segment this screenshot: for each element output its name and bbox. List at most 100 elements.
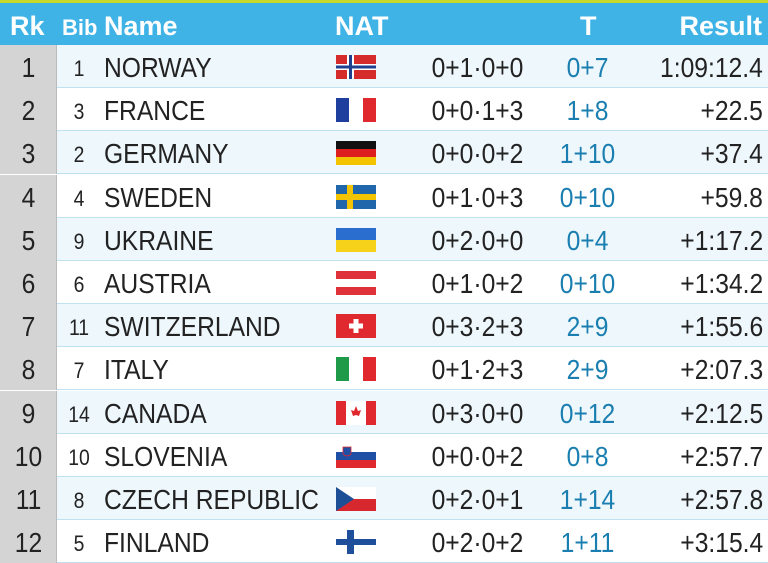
result-row: 10 10 SLOVENIA 0+0·0+2 0+8 +2:57.7 xyxy=(0,433,768,477)
result: +22.5 xyxy=(700,95,763,127)
bib: 11 xyxy=(68,315,90,341)
bib: 2 xyxy=(73,142,85,168)
nation-name: NORWAY xyxy=(104,52,212,83)
flag xyxy=(336,271,376,295)
result: +2:57.8 xyxy=(680,484,763,515)
bib: 10 xyxy=(68,444,90,470)
rank: 5 xyxy=(21,224,36,256)
result-row: 8 7 ITALY 0+1·2+3 2+9 +2:07.3 xyxy=(0,347,768,391)
result-row: 9 14 CANADA 0+3·0+0 0+12 +2:12.5 xyxy=(0,390,768,434)
rank: 10 xyxy=(14,440,43,472)
result-row: 11 8 CZECH REPUBLIC 0+2·0+1 1+14 +2:57.8 xyxy=(0,477,768,520)
result: +1:55.6 xyxy=(680,311,763,343)
header-nat: NAT xyxy=(335,11,389,41)
flag xyxy=(336,184,376,209)
time-penalty: 0+10 xyxy=(559,181,616,213)
result-row: 2 3 FRANCE 0+0·1+3 1+8 +22.5 xyxy=(0,88,768,132)
top-accent xyxy=(0,0,768,3)
rank: 7 xyxy=(21,311,36,343)
shooting: 0+0·1+3 xyxy=(431,95,524,127)
result: +1:34.2 xyxy=(680,268,763,299)
header-row: Rk Bib Name NAT T Result xyxy=(0,3,768,45)
result-row: 4 4 SWEDEN 0+1·0+3 0+10 +59.8 xyxy=(0,174,768,218)
bib: 6 xyxy=(73,272,85,297)
nation-name: FINLAND xyxy=(104,527,210,559)
nation-name: FRANCE xyxy=(104,95,206,127)
header-bib: Bib xyxy=(62,15,98,40)
rank-bg xyxy=(0,347,57,391)
flag xyxy=(336,487,376,511)
rank-bg xyxy=(0,261,57,304)
nation-name: UKRAINE xyxy=(104,224,214,256)
bib: 14 xyxy=(68,401,90,427)
result: +2:57.7 xyxy=(680,440,763,472)
rank: 4 xyxy=(21,181,36,213)
shooting: 0+0·0+2 xyxy=(431,138,524,170)
flag xyxy=(336,400,376,425)
time-penalty: 0+4 xyxy=(566,224,609,256)
result: +59.8 xyxy=(700,181,763,213)
rank: 1 xyxy=(21,52,36,83)
result: +37.4 xyxy=(700,138,763,170)
flag xyxy=(336,98,376,123)
rank-bg xyxy=(0,217,57,261)
flag xyxy=(336,141,376,166)
flag xyxy=(336,443,376,468)
shooting: 0+1·2+3 xyxy=(431,354,524,386)
flag xyxy=(336,55,376,79)
flag xyxy=(336,314,376,339)
result-row: 3 2 GERMANY 0+0·0+2 1+10 +37.4 xyxy=(0,131,768,175)
time-penalty: 2+9 xyxy=(566,354,609,386)
bib: 1 xyxy=(73,56,85,81)
result: +2:12.5 xyxy=(680,397,763,429)
result-row: 12 5 FINLAND 0+2·0+2 1+11 +3:15.4 xyxy=(0,520,768,563)
shooting: 0+1·0+2 xyxy=(431,268,524,299)
nation-name: AUSTRIA xyxy=(104,268,211,299)
flag xyxy=(336,357,376,382)
bib: 5 xyxy=(73,531,85,557)
result: +3:15.4 xyxy=(680,527,763,559)
bib: 9 xyxy=(73,228,85,254)
result-row: 5 9 UKRAINE 0+2·0+0 0+4 +1:17.2 xyxy=(0,217,768,261)
time-penalty: 1+10 xyxy=(559,138,616,170)
shooting: 0+3·0+0 xyxy=(431,397,524,429)
rank-bg xyxy=(0,131,57,175)
time-penalty: 0+7 xyxy=(566,52,609,83)
rank: 8 xyxy=(21,354,36,386)
time-penalty: 2+9 xyxy=(566,311,609,343)
nation-name: SWEDEN xyxy=(104,181,213,213)
result: +1:17.2 xyxy=(680,224,763,256)
result: +2:07.3 xyxy=(680,354,763,386)
nation-name: SLOVENIA xyxy=(104,440,228,472)
rank-bg xyxy=(0,477,57,520)
bib: 7 xyxy=(73,358,85,384)
header-name: Name xyxy=(104,11,178,41)
header-result: Result xyxy=(679,11,762,41)
rank: 9 xyxy=(21,397,36,429)
shooting: 0+2·0+1 xyxy=(431,484,524,515)
shooting: 0+2·0+0 xyxy=(431,224,524,256)
bib: 8 xyxy=(73,488,85,513)
shooting: 0+2·0+2 xyxy=(431,527,524,559)
nation-name: CANADA xyxy=(104,397,207,429)
nation-name: CZECH REPUBLIC xyxy=(104,484,319,515)
time-penalty: 0+8 xyxy=(566,440,609,472)
flag xyxy=(336,227,376,252)
time-penalty: 1+14 xyxy=(559,484,616,515)
rank: 12 xyxy=(14,527,43,559)
rank-bg xyxy=(0,520,57,563)
nation-name: ITALY xyxy=(104,354,169,386)
shooting: 0+1·0+0 xyxy=(431,52,524,83)
result-row: 1 1 NORWAY 0+1·0+0 0+7 1:09:12.4 xyxy=(0,45,768,88)
shooting: 0+0·0+2 xyxy=(431,440,524,472)
result: 1:09:12.4 xyxy=(660,52,763,83)
time-penalty: 0+12 xyxy=(559,397,616,429)
time-penalty: 1+8 xyxy=(566,95,609,127)
result-row: 7 11 SWITZERLAND 0+3·2+3 2+9 +1:55.6 xyxy=(0,304,768,348)
time-penalty: 0+10 xyxy=(559,268,616,299)
shooting: 0+1·0+3 xyxy=(431,181,524,213)
bib: 3 xyxy=(73,99,85,125)
rank: 6 xyxy=(21,268,36,299)
rank-bg xyxy=(0,88,57,132)
